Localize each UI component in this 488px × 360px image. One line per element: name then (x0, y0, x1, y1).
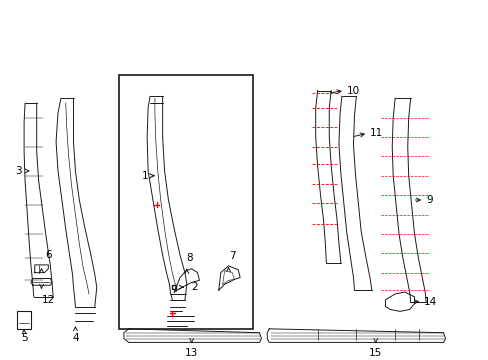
Text: 8: 8 (186, 253, 193, 263)
Text: 14: 14 (424, 297, 437, 307)
Text: 6: 6 (45, 250, 52, 260)
Text: 1: 1 (141, 171, 148, 181)
Text: 9: 9 (425, 195, 432, 205)
Bar (119, 75, 252, 329)
Bar (17, 311, 31, 329)
Text: 11: 11 (369, 128, 383, 138)
Text: 7: 7 (228, 251, 235, 261)
Text: 2: 2 (191, 282, 198, 292)
Text: 3: 3 (16, 166, 22, 176)
Text: 13: 13 (184, 348, 198, 358)
Text: 4: 4 (72, 333, 79, 343)
Text: 10: 10 (346, 86, 359, 95)
Text: 12: 12 (41, 295, 55, 305)
Text: 15: 15 (368, 348, 382, 358)
Text: 5: 5 (21, 333, 27, 343)
